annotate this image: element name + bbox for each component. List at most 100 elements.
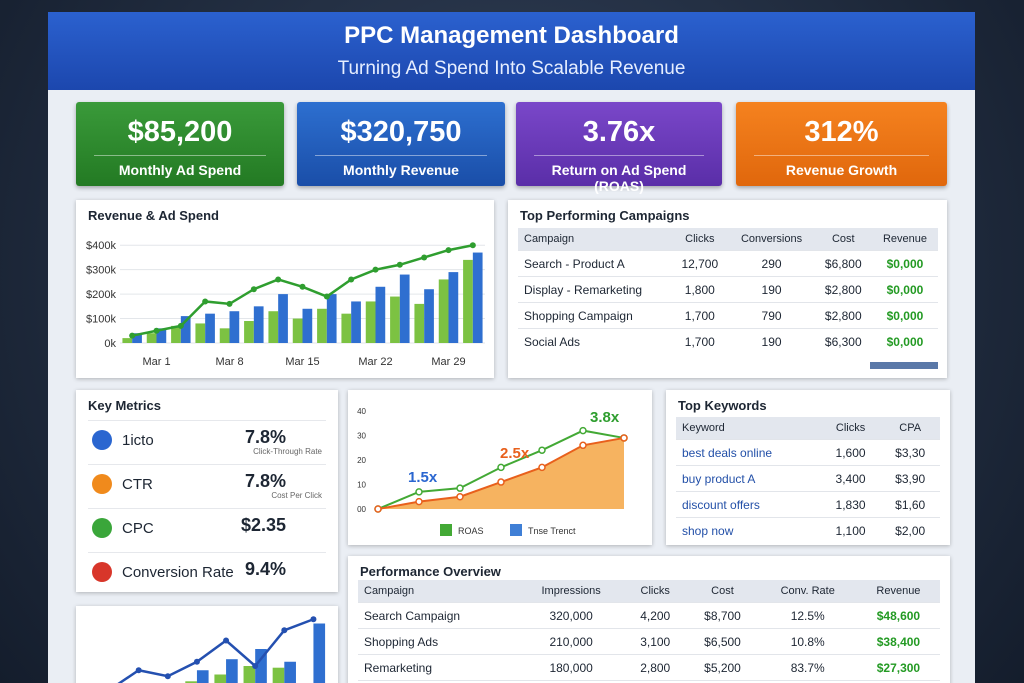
table-cell: 83.7%: [758, 654, 857, 681]
kpi-label: Monthly Ad Spend: [94, 155, 266, 178]
bar: [195, 323, 206, 343]
bar: [268, 311, 279, 343]
table-cell: Social Media Ads: [358, 680, 519, 683]
table-cell: 1,100: [820, 517, 881, 543]
table-cell: $0,000: [871, 328, 938, 354]
bar: [244, 321, 254, 343]
column-header: Clicks: [820, 417, 881, 440]
y-tick-label: $200k: [86, 289, 116, 301]
metric-row: 1icto 7.8% Click-Through Rate: [88, 420, 326, 459]
column-header: CPA: [880, 417, 940, 440]
data-table: Keyword Clicks CPA best deals online 1,600 $3…: [676, 417, 940, 543]
line-point: [421, 254, 428, 261]
metric-label: CPC: [122, 520, 154, 537]
x-tick-label: Mar 15: [285, 356, 319, 368]
table-cell: 150,000: [518, 680, 625, 683]
legend-label: Tnse Trenct: [528, 526, 576, 536]
table-cell: $2,800: [814, 276, 872, 303]
y-tick-label: 00: [357, 505, 366, 514]
bar: [146, 333, 157, 343]
line-point: [579, 426, 587, 435]
data-table: Campaign Impressions Clicks Cost Conv. Rate R…: [358, 580, 940, 683]
table-cell: best deals online: [676, 439, 821, 466]
bar: [243, 666, 256, 683]
metric-row: CPC $2.35: [88, 508, 326, 547]
line-point: [323, 293, 330, 300]
bar: [292, 318, 303, 343]
line-point: [281, 627, 288, 634]
bar: [375, 286, 386, 343]
y-tick-label: 10: [357, 481, 366, 490]
bar: [180, 316, 191, 343]
table-cell: buy product A: [676, 465, 821, 492]
table-cell: 8.5%: [758, 680, 857, 683]
metric-value: 9.4%: [244, 559, 286, 579]
metric-row: CTR 7.8% Cost Per Click: [88, 464, 326, 503]
bar: [132, 333, 142, 343]
line-point: [497, 463, 505, 472]
y-tick-label: 30: [357, 432, 366, 441]
table-row: Shopping Campaign 1,700 790 $2,800 $0,000: [518, 302, 938, 329]
y-tick-label: $400k: [86, 240, 116, 252]
column-header: Conversions: [728, 228, 815, 251]
table-cell: $6,800: [814, 250, 872, 277]
legend-label: ROAS: [458, 526, 484, 536]
line-point: [396, 261, 403, 268]
line-point: [226, 300, 233, 307]
line-point: [348, 276, 355, 283]
title: PPC Management Dashboard: [344, 22, 679, 49]
table-cell: $1,60: [880, 491, 940, 518]
column-header: Revenue: [856, 580, 940, 603]
line-point: [193, 658, 200, 665]
area: [378, 437, 624, 509]
column-header: Cost: [686, 580, 759, 603]
table-cell: $3,90: [880, 465, 940, 492]
bar: [156, 328, 167, 343]
panel-title: Top Performing Campaigns: [520, 208, 690, 223]
metric-value: $2.35: [240, 515, 286, 535]
metric-value: 7.8%: [244, 427, 286, 447]
bar: [253, 306, 264, 343]
table-cell: $3,500: [686, 680, 759, 683]
revenue-panel: Revenue & Ad Spend: [76, 200, 494, 378]
line-point: [415, 488, 423, 496]
table-cell: $48,600: [856, 602, 940, 629]
metric-label: Conversion Rate: [122, 564, 234, 581]
bar: [226, 659, 238, 683]
table-cell: 12,700: [671, 250, 729, 277]
bar: [317, 308, 327, 343]
line-point: [177, 322, 184, 329]
line-point: [579, 441, 587, 450]
table-cell: $8,700: [686, 602, 759, 629]
panel-title: Key Metrics: [88, 398, 161, 413]
table-cell: $5,200: [686, 654, 759, 681]
column-header: Conv. Rate: [758, 580, 857, 603]
table-row: Search - Product A 12,700 290 $6,800 $0,000: [518, 250, 938, 277]
table-cell: Display - Remarketing: [518, 276, 672, 303]
bar: [255, 649, 267, 683]
table-cell: 190: [728, 276, 815, 303]
kpi-label: Return on Ad Spend (ROAS): [534, 155, 704, 194]
kpi-card: $85,200 Monthly Ad Spend: [76, 102, 284, 186]
table-cell: $38,400: [856, 628, 940, 655]
table-cell: 3,100: [624, 628, 687, 655]
kpi-value: $85,200: [127, 116, 233, 148]
bar: [313, 623, 326, 683]
kpi-card: $320,750 Monthly Revenue: [297, 102, 505, 186]
bar: [229, 311, 240, 343]
line-point: [135, 667, 142, 674]
campaigns-panel: Top Performing Campaigns Campaign Clicks C…: [508, 200, 947, 378]
table-cell: $2,00: [880, 517, 940, 543]
bar: [185, 681, 197, 683]
table-cell: discount offers: [676, 491, 821, 518]
data-table: Campaign Clicks Conversions Cost Revenue Sear…: [518, 228, 938, 354]
column-header: Campaign: [518, 228, 672, 251]
bar: [463, 259, 473, 343]
line-point: [223, 637, 230, 644]
scrollbar[interactable]: [870, 362, 938, 369]
table-cell: 10.8%: [758, 628, 857, 655]
column-header: Cost: [814, 228, 872, 251]
bar: [196, 670, 209, 683]
table-cell: shop now: [676, 517, 821, 543]
